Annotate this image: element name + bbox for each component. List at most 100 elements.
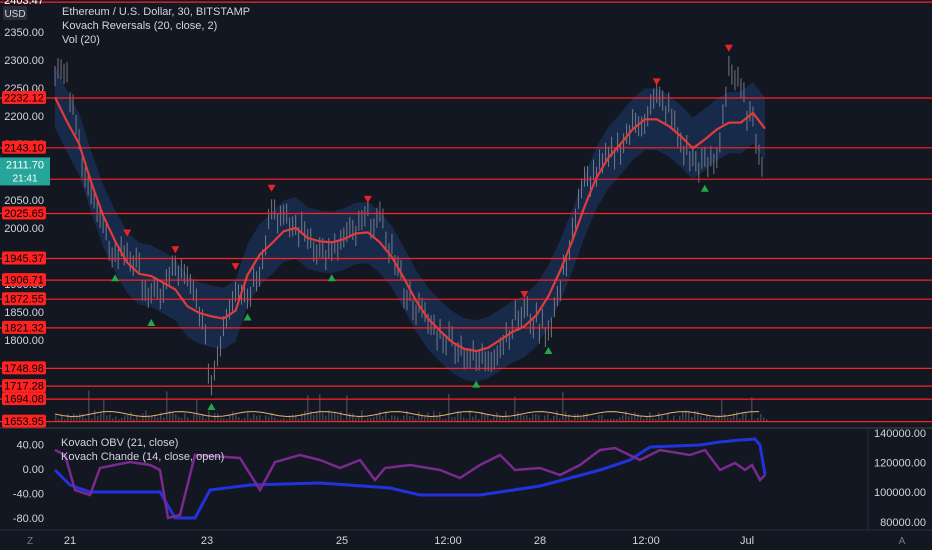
volume-bar [178,416,180,422]
volume-bar [532,414,534,422]
volume-bar [151,415,153,422]
volume-bar [493,416,495,422]
level-label: 1717.28 [4,381,44,393]
volume-bar [622,415,624,422]
volume-bar [487,413,489,422]
price-tick-label: 2050.00 [4,195,44,207]
top-level-label: 2403.47 [4,0,44,7]
volume-bar [58,418,60,422]
volume-bar [70,417,72,422]
volume-bar [586,413,588,422]
volume-bar [388,419,390,422]
volume-bar [217,413,219,422]
volume-bar [181,417,183,422]
volume-bar [277,419,279,422]
level-label-bg [2,140,46,154]
level-label-bg [2,91,46,104]
volume-bar [535,414,537,422]
oscillator-tick-label: -80.00 [13,513,44,525]
volume-bar [226,419,228,422]
scale-mode-button[interactable]: Z [27,536,33,547]
price-axis-bg[interactable] [0,0,50,530]
volume-bar [304,410,306,422]
volume-bar [64,419,66,422]
oscillator-tick-label: 0.00 [23,464,44,476]
indicator-chande-label[interactable]: Kovach Chande (14, close, open) [61,451,225,463]
right-axis-bg[interactable] [868,428,932,530]
time-tick-label: 23 [201,535,213,547]
volume-bar [130,412,132,422]
down-marker [724,44,733,52]
volume-bar [484,414,486,422]
volume-bar [373,416,375,422]
volume-bar [412,416,414,422]
up-marker [472,380,481,388]
volume-bar [166,391,168,422]
volume-bar [196,399,198,422]
volume-bar [520,414,522,422]
up-marker [327,274,336,282]
volume-bar [454,416,456,422]
symbol-title[interactable]: Ethereum / U.S. Dollar, 30, BITSTAMP [62,6,251,18]
volume-bar [229,414,231,422]
level-label: 2232.12 [4,93,44,105]
price-tick-label: 2200.00 [4,111,44,123]
volume-bar [379,411,381,422]
down-marker [652,78,661,86]
level-label-bg [2,206,46,220]
time-tick-label: 28 [534,535,546,547]
volume-bar [274,417,276,422]
volume-bar [280,419,282,422]
volume-bar [598,415,600,422]
volume-bar [496,412,498,422]
volume-bar [424,416,426,422]
moving-average-line [54,96,766,353]
volume-bar [760,413,762,422]
level-label: 1872.55 [4,294,44,306]
volume-bar [466,418,468,422]
volume-bar [256,415,258,422]
indicator-obv-label[interactable]: Kovach OBV (21, close) [61,437,179,449]
volume-bar [721,399,723,422]
volume-bar [127,413,129,422]
obv-line [53,437,767,520]
volume-bar [703,418,705,422]
volume-bar [727,417,729,422]
volume-bar [733,413,735,422]
volume-bar [391,415,393,422]
volume-bar [478,418,480,422]
currency-badge[interactable] [3,6,27,20]
volume-bar [265,415,267,422]
volume-bar [85,418,87,422]
volume-bar [325,415,327,422]
volume-bar [724,413,726,422]
volume-bar [619,416,621,422]
up-marker [207,402,216,410]
level-label: 1748.98 [4,363,44,375]
currency-label[interactable]: USD [4,9,25,20]
volume-bar [730,417,732,422]
lower-pane[interactable]: 40.00 0.00 -40.00 -80.00 140000.00 120000.00 1… [13,428,926,529]
level-label: 1694.08 [4,394,44,406]
chande-line [54,446,766,520]
volume-bar [529,417,531,422]
volume-bar [241,419,243,422]
volume-bar [133,418,135,422]
volume-bar [697,411,699,422]
volume-bar [313,415,315,422]
volume-bar [490,419,492,422]
time-tick-label: 12:00 [434,535,462,547]
price-axis[interactable]: 2350.002300.002250.002200.002150.002100.… [0,0,50,428]
price-tick-label: 2350.00 [4,27,44,39]
volume-bar [511,419,513,422]
time-axis[interactable]: 21 23 25 12:00 28 12:00 Jul Z A [27,535,906,547]
volume-bar [577,413,579,422]
volume-bar [646,415,648,422]
auto-scale-button[interactable]: A [899,536,906,547]
indicator-reversals-label[interactable]: Kovach Reversals (20, close, 2) [62,20,218,32]
indicator-volume-label[interactable]: Vol (20) [62,34,100,46]
volume-bar [427,412,429,422]
volume-bar [541,419,543,422]
